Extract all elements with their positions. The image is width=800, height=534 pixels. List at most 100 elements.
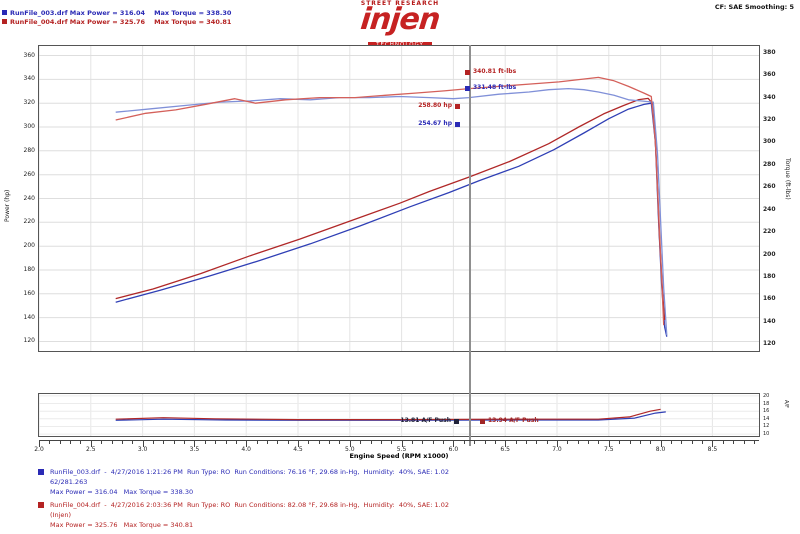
x-axis-tick (577, 441, 579, 444)
main-plot-area (38, 45, 760, 352)
x-tick-label: 4.5 (293, 446, 303, 453)
x-axis-tick (567, 441, 569, 444)
run-details: RunFile_003.drf - 4/27/2016 1:21:26 PM R… (38, 468, 449, 534)
curve-callout-label: 331.48 ft-lbs (473, 84, 517, 91)
x-axis-tick (463, 441, 465, 444)
x-axis-tick (370, 441, 372, 444)
logo-street-research-text: STREET RESEARCH (360, 0, 440, 7)
af-tick-label: 20 (763, 392, 770, 399)
curve-callout-label: 340.81 ft-lbs (473, 68, 517, 75)
x-axis-tick (153, 441, 154, 444)
x-axis-ruler (39, 440, 759, 441)
x-tick-label: 6.5 (500, 446, 510, 453)
x-axis-tick (411, 441, 413, 444)
x-axis-tick (39, 441, 40, 447)
curve-callout-label: 258.80 hp (418, 102, 452, 109)
correction-smoothing-label: CF: SAE Smoothing: 5 (714, 3, 794, 11)
x-axis-tick (608, 441, 610, 447)
x-axis-tick (443, 441, 444, 444)
y-right-tick-label: 360 (763, 71, 776, 79)
run-detail-baseline: RunFile_003.drf - 4/27/2016 1:21:26 PM R… (38, 468, 449, 497)
y-right-tick-label: 180 (763, 272, 776, 280)
x-axis-tick (401, 441, 403, 447)
x-axis-tick (391, 441, 393, 444)
x-axis-tick (702, 441, 703, 444)
run-legend: RunFile_003.drf Max Power = 316.04 Max T… (2, 8, 231, 26)
y-right-tick-label: 200 (763, 250, 776, 258)
torque-axis-label: Torque (ft-lbs) (784, 158, 791, 200)
x-axis-tick (49, 441, 51, 444)
curve-callout-marker (455, 104, 460, 109)
x-tick-label: 5.0 (345, 446, 355, 453)
af-plot-area (38, 393, 760, 437)
x-axis-tick (308, 441, 310, 444)
logo-wordmark: injen (358, 2, 442, 37)
x-axis-tick (474, 441, 476, 444)
x-axis-tick (256, 441, 258, 444)
x-axis-tick (380, 441, 382, 444)
run-detail-swatch-injen (38, 502, 44, 509)
y-right-tick-label: 220 (763, 228, 776, 236)
x-axis-tick (598, 441, 600, 444)
x-axis-tick (557, 441, 558, 447)
x-axis-tick (619, 441, 621, 444)
curve (115, 102, 668, 337)
x-axis-tick (546, 441, 548, 444)
x-axis-tick (536, 441, 538, 444)
run-detail-line3: Max Power = 316.04 Max Torque = 338.30 (50, 487, 194, 496)
run-detail-line2: 62/281.263 (50, 477, 88, 486)
x-axis-tick (349, 441, 351, 447)
injen-logo: STREET RESEARCH injen TECHNOLOGY (335, 1, 465, 49)
y-right-tick-label: 260 (763, 183, 776, 191)
x-axis-tick (184, 441, 185, 444)
x-tick-label: 3.5 (189, 446, 200, 453)
x-axis-tick (670, 441, 672, 444)
run-detail-line2: (Injen) (50, 511, 72, 519)
x-axis-tick (121, 441, 123, 444)
x-axis-title: Engine Speed (RPM x1000) (349, 452, 449, 460)
x-axis-tick (70, 441, 72, 444)
x-axis-tick (733, 441, 735, 444)
x-axis-tick (235, 441, 237, 444)
y-right-tick-label: 280 (763, 160, 776, 168)
cursor-line[interactable] (469, 45, 471, 446)
x-axis-tick (712, 441, 714, 447)
x-axis-tick (639, 441, 641, 444)
af-tick-label: 18 (763, 400, 770, 407)
x-axis-tick (132, 441, 134, 444)
x-axis-tick (142, 441, 144, 447)
y-right-tick-label: 300 (763, 138, 776, 146)
run-detail-line1: RunFile_004.drf - 4/27/2016 2:03:36 PM R… (50, 501, 449, 510)
x-tick-label: 8.0 (655, 446, 666, 453)
run-detail-swatch-baseline (38, 469, 44, 475)
x-axis-tick (505, 441, 507, 447)
af-callout-marker (454, 419, 459, 424)
curve (115, 76, 665, 326)
x-axis-tick (173, 441, 175, 444)
y-right-tick-label: 320 (763, 116, 776, 123)
x-axis-tick (691, 441, 693, 444)
legend-row-injen: RunFile_004.drf Max Power = 325.76 Max T… (2, 17, 231, 26)
y-right-tick-label: 140 (763, 317, 776, 325)
x-axis-tick (494, 441, 496, 444)
dyno-curves-svg (38, 46, 759, 351)
run-detail-injen: RunFile_004.drf - 4/27/2016 2:03:36 PM R… (38, 501, 449, 530)
x-axis-tick (484, 441, 486, 444)
x-axis-tick (681, 441, 683, 444)
x-axis-tick (453, 441, 455, 447)
x-axis-tick (80, 441, 82, 444)
af-callout-marker (480, 419, 485, 424)
legend-label-baseline: RunFile_003.drf Max Power = 316.04 Max T… (10, 8, 232, 17)
x-tick-label: 5.5 (396, 446, 407, 453)
curve (115, 97, 666, 321)
x-tick-label: 3.0 (137, 446, 148, 453)
power-axis-label: Power (hp) (4, 189, 11, 222)
x-tick-label: 7.5 (604, 446, 614, 453)
y-left-tick-label: 160 (23, 289, 35, 297)
x-axis-tick (360, 441, 362, 444)
y-left-tick-label: 120 (23, 337, 35, 345)
af-tick-label: 16 (763, 408, 770, 415)
y-left-tick-label: 180 (23, 265, 35, 273)
x-axis-tick (266, 441, 268, 444)
